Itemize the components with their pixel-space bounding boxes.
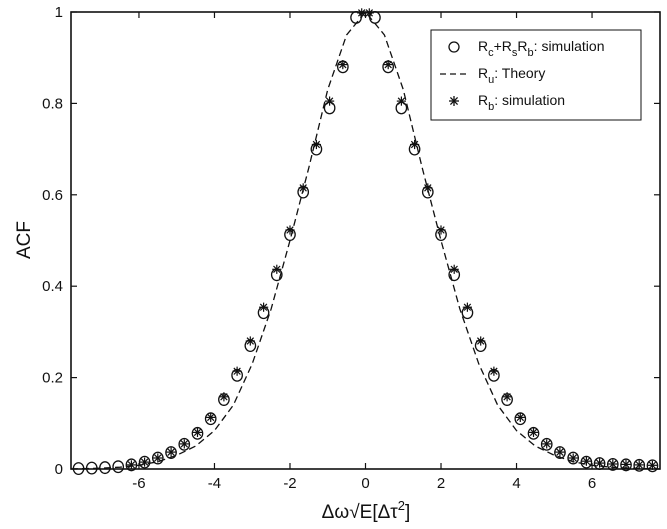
circle-point xyxy=(567,451,580,465)
asterisk-point xyxy=(608,459,618,469)
legend-marker-circle xyxy=(448,41,460,53)
circle-point xyxy=(138,455,151,469)
x-tick-label: 0 xyxy=(361,475,369,492)
asterisk-point xyxy=(449,264,459,274)
asterisk-point xyxy=(153,453,163,463)
asterisk-point xyxy=(555,447,565,457)
axis-ticks-layer: -6 -4 -2 0 2 4 6 0 0.2 0.4 0.6 0.8 1 xyxy=(42,4,660,492)
y-tick-label: 0.4 xyxy=(42,278,63,295)
asterisk-point xyxy=(325,96,335,106)
circle-point xyxy=(178,437,191,451)
legend-label-rc-rs-rb-simulation: Rc+RsRb: simulation xyxy=(478,38,604,59)
x-axis-title-expression: E[Δτ xyxy=(360,502,399,523)
y-tick-label: 1 xyxy=(55,4,63,21)
x-axis-title-suffix: ] xyxy=(405,502,410,523)
legend-marker-asterisk xyxy=(449,96,459,106)
circle-point xyxy=(125,458,138,472)
data-series-layer xyxy=(70,8,661,475)
x-tick-label: -4 xyxy=(208,475,221,492)
x-tick-label: 2 xyxy=(437,475,445,492)
y-tick-label: 0 xyxy=(55,461,63,478)
asterisk-point xyxy=(621,459,631,469)
circle-point xyxy=(165,446,177,459)
asterisk-point xyxy=(140,457,150,467)
legend-box xyxy=(430,29,642,121)
circle-point xyxy=(633,458,646,472)
asterisk-point xyxy=(232,366,242,376)
circle-point xyxy=(151,451,164,465)
x-tick-label: -2 xyxy=(283,475,296,492)
asterisk-point xyxy=(594,458,605,468)
asterisk-point xyxy=(219,392,229,402)
circle-point xyxy=(112,460,125,474)
circle-point xyxy=(646,459,659,473)
asterisk-point xyxy=(259,302,269,312)
asterisk-point xyxy=(568,453,578,463)
x-axis-title-radical: √ xyxy=(349,502,360,523)
legend-label-ru-theory: Ru: Theory xyxy=(478,65,545,86)
x-tick-label: 6 xyxy=(588,475,596,492)
asterisk-point xyxy=(311,139,321,150)
legend: Rc+RsRb: simulation Ru: Theory Rb: simul… xyxy=(430,29,642,121)
asterisk-point xyxy=(581,456,592,466)
asterisk-point xyxy=(364,8,374,18)
x-axis-title-superscript: 2 xyxy=(398,498,405,513)
asterisk-point xyxy=(423,183,433,193)
asterisk-point xyxy=(166,447,176,457)
asterisk-point xyxy=(179,439,189,449)
asterisk-point xyxy=(298,183,308,193)
circle-point xyxy=(620,458,632,472)
circle-point xyxy=(554,446,566,459)
circle-point xyxy=(580,455,593,469)
y-tick-label: 0.8 xyxy=(42,95,63,112)
asterisk-point xyxy=(245,336,255,346)
asterisk-point xyxy=(272,264,282,274)
asterisk-point xyxy=(383,59,393,70)
asterisk-point xyxy=(410,139,420,150)
asterisk-point xyxy=(528,427,539,437)
asterisk-point xyxy=(476,336,486,346)
asterisk-point xyxy=(462,302,472,312)
asterisk-point xyxy=(634,460,644,470)
asterisk-point xyxy=(192,427,203,437)
svg-text:Δω√E[Δτ2]: Δω√E[Δτ2] xyxy=(322,498,411,523)
asterisk-point xyxy=(126,460,136,470)
asterisk-point xyxy=(502,392,512,402)
asterisk-point xyxy=(436,225,446,235)
asterisk-point xyxy=(285,225,295,235)
asterisk-point xyxy=(647,460,658,470)
x-axis-title: Δω√E[Δτ2] xyxy=(322,498,411,523)
x-axis-title-prefix: Δω xyxy=(322,502,350,523)
circle-point xyxy=(527,426,540,440)
y-tick-label: 0.6 xyxy=(42,187,63,204)
asterisk-point xyxy=(206,412,216,422)
circle-point xyxy=(606,457,619,471)
legend-label-rb-simulation: Rb: simulation xyxy=(478,92,565,113)
y-tick-label: 0.2 xyxy=(42,370,63,387)
circle-point xyxy=(540,437,553,451)
asterisk-point xyxy=(489,366,499,376)
circle-point xyxy=(191,426,204,440)
x-tick-label: 4 xyxy=(512,475,520,492)
x-tick-label: -6 xyxy=(132,475,145,492)
asterisk-point xyxy=(515,412,525,422)
asterisk-point xyxy=(542,439,552,449)
asterisk-point xyxy=(338,59,348,70)
asterisk-point xyxy=(396,96,406,106)
y-axis-title: ACF xyxy=(14,221,35,259)
